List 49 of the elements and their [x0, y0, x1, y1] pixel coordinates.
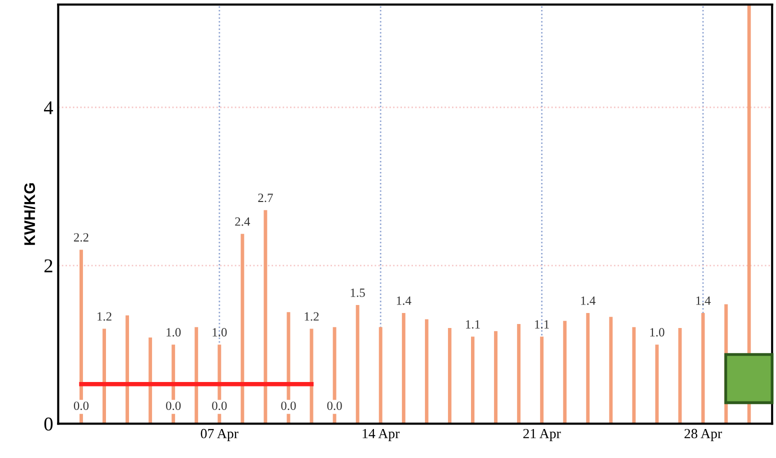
bar [378, 327, 382, 424]
bar [356, 305, 360, 424]
data-label: 1.2 [304, 312, 319, 321]
bar [494, 331, 498, 424]
bar [424, 319, 428, 424]
x-tick-label: 28 Apr [684, 428, 722, 442]
y-axis-title: KWH/KG [24, 183, 36, 245]
bar [471, 336, 474, 424]
bar [609, 316, 613, 424]
x-tick-label: 14 Apr [362, 428, 400, 442]
y-tick-label: 2 [44, 259, 52, 272]
bar [540, 336, 544, 424]
x-tick-label: 07 Apr [200, 428, 238, 442]
bar [701, 312, 705, 424]
data-label: 0.0 [327, 402, 342, 410]
data-label: 1.5 [350, 288, 365, 298]
bar [310, 328, 314, 424]
data-label: 1.0 [166, 328, 181, 337]
bar [194, 327, 198, 424]
bar [448, 328, 452, 424]
data-label: 0.0 [212, 402, 227, 410]
bar [240, 234, 244, 424]
data-label: 1.0 [650, 328, 664, 337]
data-label: 1.4 [396, 296, 412, 305]
data-label: 2.2 [74, 233, 88, 242]
data-label: 2.7 [258, 194, 273, 202]
bar [586, 312, 590, 424]
bar [563, 320, 567, 424]
bar [402, 312, 406, 424]
data-label: 1.0 [212, 328, 227, 337]
bar [126, 315, 130, 424]
bar [655, 344, 659, 424]
bar [148, 337, 152, 424]
data-label: 1.4 [581, 296, 596, 305]
data-label: 0.0 [281, 402, 296, 410]
x-tick-label: 21 Apr [523, 428, 561, 442]
data-label: 1.2 [98, 312, 112, 321]
data-label: 0.0 [74, 402, 89, 410]
y-tick-label: 4 [44, 101, 54, 114]
data-label: 1.1 [466, 320, 480, 329]
data-label: 1.4 [696, 296, 711, 305]
y-tick-label: 0 [44, 417, 53, 431]
bar [264, 210, 268, 424]
data-label: 2.4 [235, 217, 250, 226]
data-label: 0.0 [166, 402, 181, 410]
bar [102, 328, 106, 424]
data-label: 1.1 [535, 320, 549, 329]
bar [517, 324, 521, 424]
bar [632, 327, 636, 424]
